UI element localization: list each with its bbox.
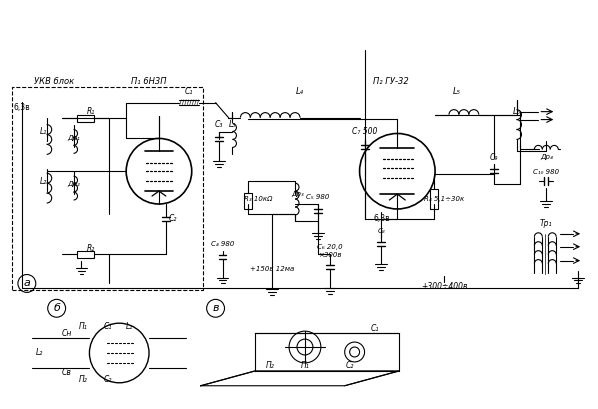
Text: Св: Св [62,369,72,378]
Bar [430,189,438,209]
Text: R₃ 10кΩ: R₃ 10кΩ [244,196,273,202]
Text: L₃: L₃ [229,120,236,129]
Text: Др₄: Др₄ [540,154,553,160]
Text: П₂: П₂ [266,362,274,371]
Text: L₄: L₄ [296,87,304,96]
Circle shape [90,323,149,383]
Text: ×300в: ×300в [318,252,341,258]
Circle shape [350,347,359,357]
Text: Тр₁: Тр₁ [540,219,553,228]
Text: П₁: П₁ [79,321,88,330]
Text: 6,3в: 6,3в [14,103,30,112]
Text: С₆ 20,0: С₆ 20,0 [317,244,343,250]
Text: L₅: L₅ [453,87,461,96]
Circle shape [344,342,365,362]
Text: Др₂: Др₂ [67,181,80,187]
Text: в: в [212,303,219,313]
Text: C₂: C₂ [169,214,177,223]
Text: С₄ 980: С₄ 980 [211,241,234,247]
Text: R₁: R₁ [87,107,96,116]
Text: R₂: R₂ [87,244,96,253]
Circle shape [297,339,313,355]
Text: П₂: П₂ [79,375,88,384]
Circle shape [126,139,192,204]
Text: 6,3в: 6,3в [373,214,390,223]
Text: C₂: C₂ [104,375,112,384]
Text: C₇ 500: C₇ 500 [352,127,377,136]
Text: C₁: C₁ [104,321,112,330]
Text: Др₃: Др₃ [292,191,304,197]
Circle shape [289,331,321,363]
Bar [245,193,252,209]
Text: П₁: П₁ [301,362,309,371]
Text: R₄ 5,1÷30к: R₄ 5,1÷30к [424,196,464,202]
Bar [77,251,94,258]
Text: L₁: L₁ [126,321,133,330]
Text: +150в 12ма: +150в 12ма [250,265,294,272]
Text: L₂: L₂ [36,348,44,357]
Text: С₅ 980: С₅ 980 [306,194,329,200]
Text: б: б [53,303,60,313]
Text: П₂ ГУ-32: П₂ ГУ-32 [374,77,409,86]
Text: L₂: L₂ [40,177,47,186]
Text: +300÷400в: +300÷400в [421,282,467,291]
Bar [12,87,203,290]
Text: L₆: L₆ [512,107,520,116]
Text: С₁₀ 980: С₁₀ 980 [533,169,559,175]
Circle shape [359,133,435,209]
Text: C₃: C₃ [214,120,222,129]
Text: П₁ 6Н3П: П₁ 6Н3П [132,77,167,86]
Text: Сн: Сн [62,328,72,337]
Text: C₂: C₂ [346,362,354,371]
Bar [77,115,94,121]
Text: L₁: L₁ [40,127,47,136]
Text: С₈: С₈ [377,228,385,234]
Text: C₁: C₁ [185,87,193,96]
Text: УКВ блок: УКВ блок [33,77,74,86]
Text: а: а [23,279,30,288]
Text: C₉: C₉ [490,153,498,162]
Text: Др₁: Др₁ [67,135,80,141]
Text: C₁: C₁ [370,324,379,333]
